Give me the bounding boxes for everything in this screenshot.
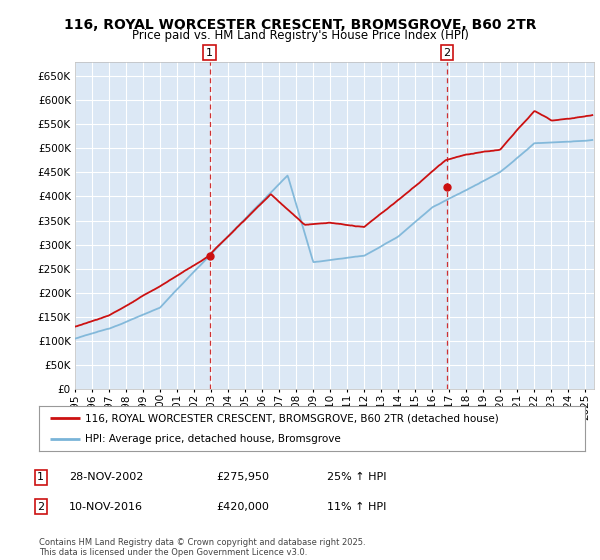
Text: 2: 2 <box>37 502 44 512</box>
Text: 1: 1 <box>206 48 213 58</box>
Text: 116, ROYAL WORCESTER CRESCENT, BROMSGROVE, B60 2TR: 116, ROYAL WORCESTER CRESCENT, BROMSGROV… <box>64 18 536 32</box>
Text: £420,000: £420,000 <box>216 502 269 512</box>
Text: 2: 2 <box>443 48 451 58</box>
Text: Contains HM Land Registry data © Crown copyright and database right 2025.
This d: Contains HM Land Registry data © Crown c… <box>39 538 365 557</box>
Text: Price paid vs. HM Land Registry's House Price Index (HPI): Price paid vs. HM Land Registry's House … <box>131 29 469 42</box>
Text: 11% ↑ HPI: 11% ↑ HPI <box>327 502 386 512</box>
Text: 116, ROYAL WORCESTER CRESCENT, BROMSGROVE, B60 2TR (detached house): 116, ROYAL WORCESTER CRESCENT, BROMSGROV… <box>85 413 499 423</box>
Text: HPI: Average price, detached house, Bromsgrove: HPI: Average price, detached house, Brom… <box>85 433 341 444</box>
Text: 28-NOV-2002: 28-NOV-2002 <box>69 472 143 482</box>
Text: £275,950: £275,950 <box>216 472 269 482</box>
Text: 10-NOV-2016: 10-NOV-2016 <box>69 502 143 512</box>
Text: 25% ↑ HPI: 25% ↑ HPI <box>327 472 386 482</box>
Text: 1: 1 <box>37 472 44 482</box>
